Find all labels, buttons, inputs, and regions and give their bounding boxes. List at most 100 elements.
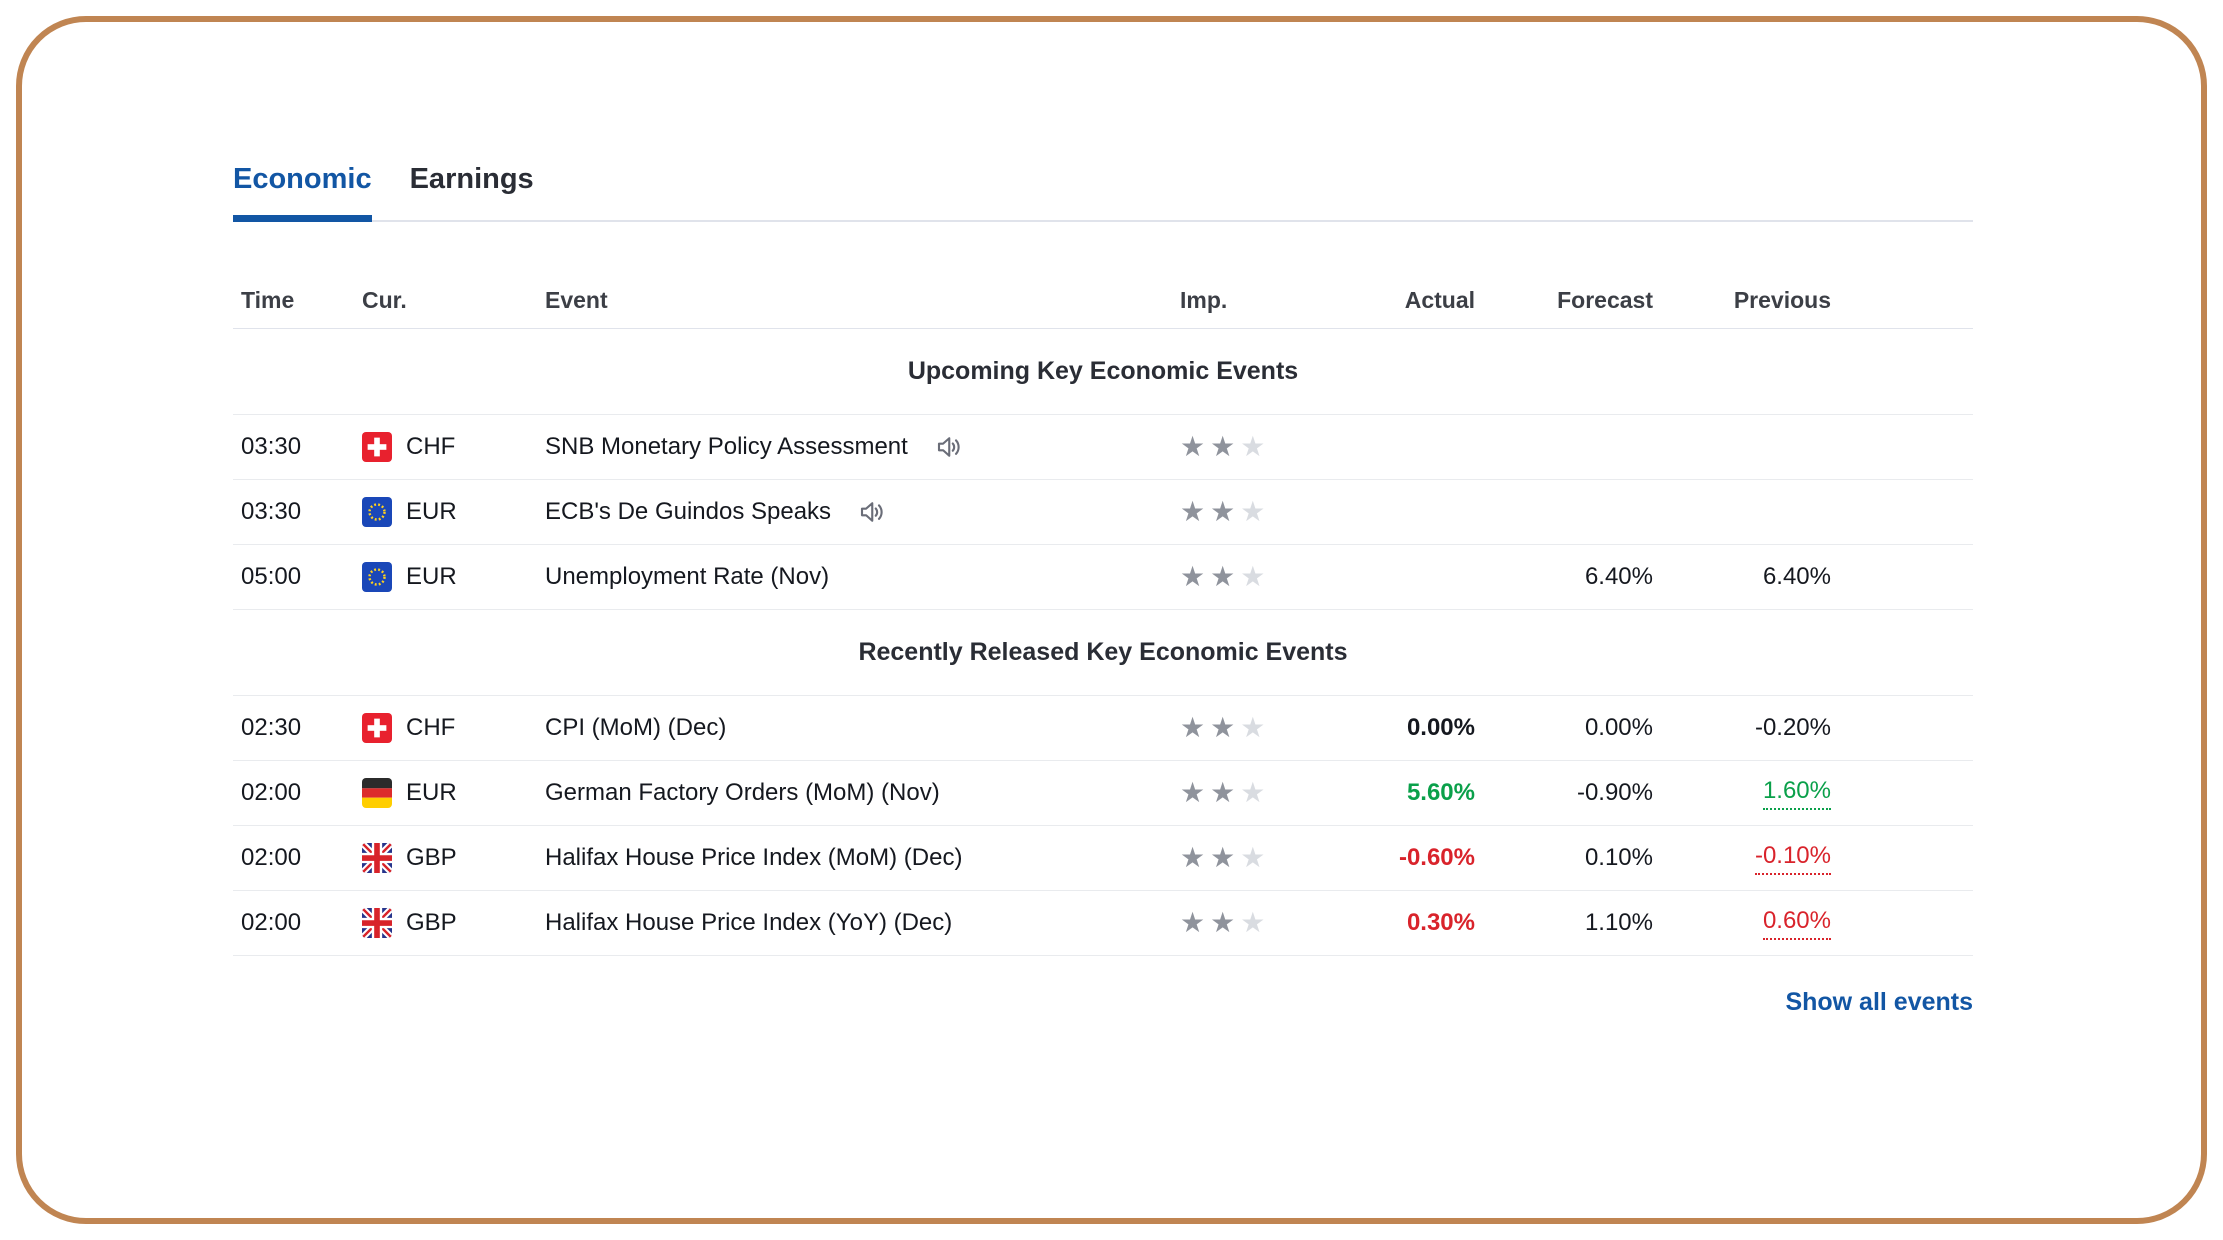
forecast-value: 0.10% (1584, 844, 1653, 871)
flag-switzerland-icon (362, 713, 392, 743)
show-all-events-link[interactable]: Show all events (1785, 988, 1973, 1016)
forecast-value: 1.10% (1584, 909, 1653, 936)
speaker-icon[interactable] (857, 497, 887, 527)
flag-eu-icon (362, 562, 392, 592)
currency-code: GBP (406, 909, 457, 936)
event-title-cell: Halifax House Price Index (YoY) (Dec) (537, 909, 1172, 937)
previous-text[interactable]: -0.10% (1754, 842, 1831, 875)
event-title: Unemployment Rate (Nov) (545, 563, 830, 590)
star-icon: ★ (1180, 842, 1206, 873)
event-time: 02:00 (241, 844, 302, 871)
importance-stars: ★ ★ ★ (1172, 498, 1292, 526)
previous-text: 6.40% (1762, 563, 1831, 590)
event-title: CPI (MoM) (Dec) (545, 714, 727, 741)
star-icon: ★ (1180, 561, 1206, 592)
forecast-value: -0.90% (1576, 779, 1653, 806)
previous-text[interactable]: 0.60% (1762, 907, 1831, 940)
flag-uk-icon (362, 843, 392, 873)
table-footer: Show all events (233, 988, 1973, 1017)
event-title-cell: Unemployment Rate (Nov) (537, 563, 1172, 591)
section-title: Upcoming Key Economic Events (233, 329, 1973, 415)
star-icon: ★ (1210, 431, 1236, 462)
star-icon: ★ (1210, 907, 1236, 938)
event-title-cell: ECB's De Guindos Speaks (537, 497, 1172, 527)
column-header-forecast: Forecast (1557, 286, 1653, 313)
event-title-cell: Halifax House Price Index (MoM) (Dec) (537, 844, 1172, 872)
event-title-cell: SNB Monetary Policy Assessment (537, 432, 1172, 462)
star-icon: ★ (1180, 431, 1206, 462)
event-title-cell: CPI (MoM) (Dec) (537, 714, 1172, 742)
flag-switzerland-icon (362, 432, 392, 462)
event-time: 02:00 (241, 779, 302, 806)
star-icon: ★ (1210, 496, 1236, 527)
previous-value: 6.40% (1653, 563, 1831, 591)
event-row[interactable]: 03:30 EUR ECB's De Guindos Speaks ★ ★ ★ (233, 480, 1973, 545)
event-row[interactable]: 03:30 CHF SNB Monetary Policy Assessment ★ ★… (233, 415, 1973, 480)
event-title-cell: German Factory Orders (MoM) (Nov) (537, 779, 1172, 807)
column-header-cur: Cur. (362, 286, 407, 313)
events-table: Time Cur. Event Imp. Actual Forecast Previous … (233, 272, 1973, 956)
star-icon: ★ (1240, 496, 1266, 527)
event-title: SNB Monetary Policy Assessment (545, 433, 908, 460)
column-header-actual: Actual (1404, 286, 1475, 313)
currency-code: CHF (406, 433, 456, 460)
previous-text[interactable]: 1.60% (1762, 777, 1831, 810)
event-row[interactable]: 05:00 EUR Unemployment Rate (Nov) ★ ★ ★ 6.40% 6… (233, 545, 1973, 610)
forecast-value: 6.40% (1584, 563, 1653, 590)
section-title: Recently Released Key Economic Events (233, 610, 1973, 696)
event-time: 02:00 (241, 909, 302, 936)
currency-cell: CHF (354, 713, 537, 743)
actual-value: -0.60% (1292, 844, 1475, 872)
currency-code: GBP (406, 844, 457, 871)
event-row[interactable]: 02:00 GBP Halifax House Price Index (YoY) … (233, 891, 1973, 956)
calendar-tabs: Economic Earnings (233, 163, 1973, 222)
star-icon: ★ (1180, 712, 1206, 743)
event-time: 03:30 (241, 498, 302, 525)
table-header-row: Time Cur. Event Imp. Actual Forecast Previous (233, 272, 1973, 329)
event-time: 05:00 (241, 563, 302, 590)
widget-frame (16, 16, 2207, 1224)
column-header-previous: Previous (1733, 286, 1831, 313)
star-icon: ★ (1180, 907, 1206, 938)
event-row[interactable]: 02:00 GBP Halifax House Price Index (MoM) … (233, 826, 1973, 891)
currency-code: CHF (406, 714, 456, 741)
column-header-imp: Imp. (1180, 286, 1228, 313)
star-icon: ★ (1240, 561, 1266, 592)
flag-uk-icon (362, 908, 392, 938)
actual-text: 0.00% (1406, 714, 1475, 741)
event-time: 02:30 (241, 714, 302, 741)
star-icon: ★ (1240, 712, 1266, 743)
currency-cell: GBP (354, 908, 537, 938)
currency-cell: EUR (354, 562, 537, 592)
importance-stars: ★ ★ ★ (1172, 563, 1292, 591)
currency-cell: CHF (354, 432, 537, 462)
star-icon: ★ (1210, 842, 1236, 873)
star-icon: ★ (1210, 712, 1236, 743)
event-title: Halifax House Price Index (YoY) (Dec) (545, 909, 953, 936)
importance-stars: ★ ★ ★ (1172, 844, 1292, 872)
event-title: ECB's De Guindos Speaks (545, 498, 832, 525)
currency-cell: GBP (354, 843, 537, 873)
actual-value: 5.60% (1292, 779, 1475, 807)
star-icon: ★ (1240, 431, 1266, 462)
actual-text: 0.30% (1406, 909, 1475, 936)
table-body: Upcoming Key Economic Events 03:30 CHF SNB … (233, 329, 1973, 956)
currency-code: EUR (406, 563, 457, 590)
speaker-icon[interactable] (934, 432, 964, 462)
importance-stars: ★ ★ ★ (1172, 714, 1292, 742)
star-icon: ★ (1180, 496, 1206, 527)
previous-value: 0.60% (1653, 907, 1831, 940)
previous-text: -0.20% (1754, 714, 1831, 741)
star-icon: ★ (1240, 777, 1266, 808)
flag-germany-icon (362, 778, 392, 808)
event-row[interactable]: 02:30 CHF CPI (MoM) (Dec) ★ ★ ★ 0.00% 0.00% -0.2… (233, 696, 1973, 761)
previous-value: -0.20% (1653, 714, 1831, 742)
star-icon: ★ (1210, 561, 1236, 592)
tab-economic[interactable]: Economic (233, 163, 372, 222)
event-row[interactable]: 02:00 EUR German Factory Orders (MoM) (Nov… (233, 761, 1973, 826)
tab-earnings[interactable]: Earnings (409, 163, 534, 195)
currency-cell: EUR (354, 497, 537, 527)
previous-value: 1.60% (1653, 777, 1831, 810)
star-icon: ★ (1210, 777, 1236, 808)
column-header-time: Time (241, 286, 295, 313)
